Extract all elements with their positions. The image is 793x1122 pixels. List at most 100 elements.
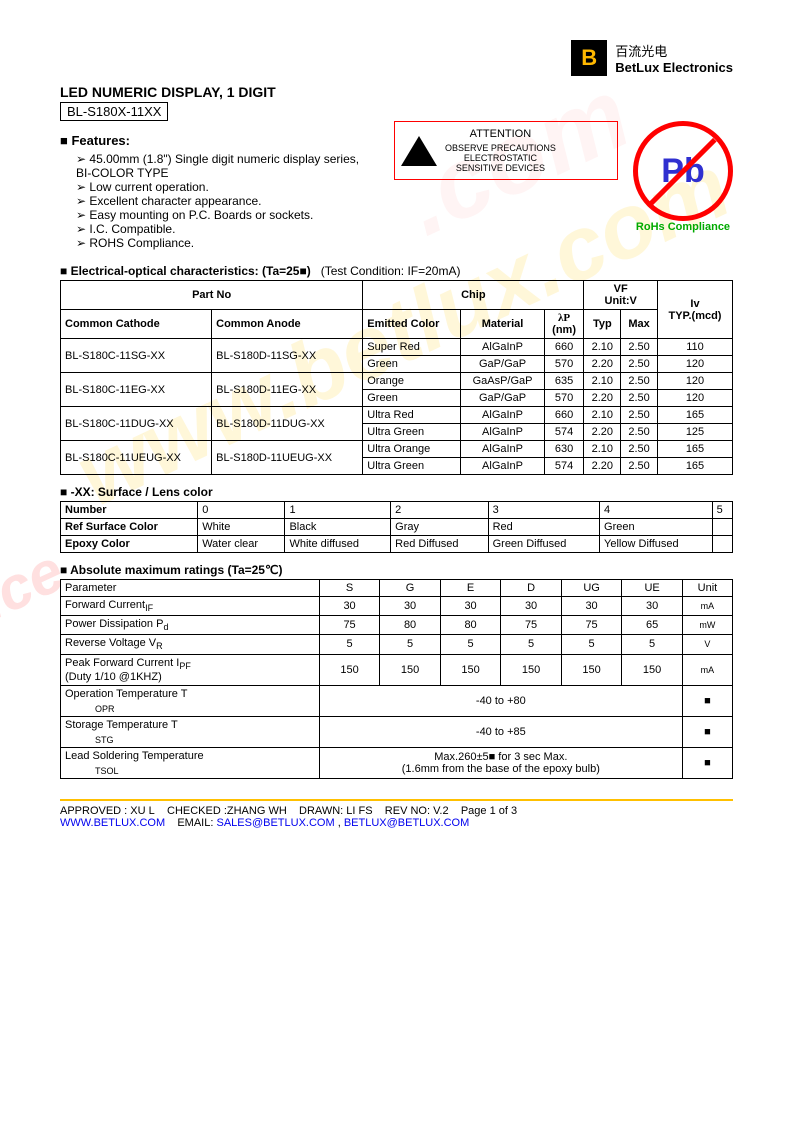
cell: 2.50	[621, 407, 658, 424]
th: Number	[61, 502, 198, 519]
cell: 30	[561, 597, 622, 616]
cell: Max.260±5■ for 3 sec Max.(1.6mm from the…	[319, 748, 682, 779]
email-link[interactable]: BETLUX@BETLUX.COM	[344, 817, 469, 829]
cell: 2.10	[584, 373, 621, 390]
th: Material	[461, 310, 544, 339]
th: Typ	[584, 310, 621, 339]
feature-item: ROHS Compliance.	[76, 236, 374, 250]
rohs-badge: Pb	[633, 121, 733, 221]
cell: 125	[657, 424, 732, 441]
cell: 110	[657, 339, 732, 356]
feature-item: Excellent character appearance.	[76, 194, 374, 208]
page-title: LED NUMERIC DISPLAY, 1 DIGIT	[60, 84, 733, 100]
esd-triangle-icon	[401, 136, 437, 166]
cell: 65	[622, 616, 683, 635]
cell: 2.50	[621, 441, 658, 458]
cell: 2.50	[621, 356, 658, 373]
cell: 660	[544, 407, 584, 424]
esd-warning: ATTENTION OBSERVE PRECAUTIONS ELECTROSTA…	[394, 121, 618, 180]
cell: 30	[319, 597, 380, 616]
cell: AlGaInP	[461, 424, 544, 441]
th: Chip	[363, 281, 584, 310]
cell: 30	[622, 597, 683, 616]
cell: 635	[544, 373, 584, 390]
cell: 165	[657, 407, 732, 424]
cell: ■	[682, 716, 732, 747]
cell: Ultra Green	[363, 458, 461, 475]
cell: 574	[544, 424, 584, 441]
cell: 30	[501, 597, 562, 616]
cell: 660	[544, 339, 584, 356]
esd-line: SENSITIVE DEVICES	[445, 163, 556, 173]
cell: 120	[657, 373, 732, 390]
cell: 2.20	[584, 390, 621, 407]
footer: APPROVED : XU L CHECKED :ZHANG WH DRAWN:…	[60, 799, 733, 829]
cell: Peak Forward Current IPF(Duty 1/10 @1KHZ…	[61, 654, 320, 685]
cell: Lead Soldering TemperatureTSOL	[61, 748, 320, 779]
features-list: 45.00mm (1.8") Single digit numeric disp…	[60, 152, 374, 250]
th: Unit	[682, 580, 732, 597]
th: Max	[621, 310, 658, 339]
cell: 150	[319, 654, 380, 685]
cell: 2.50	[621, 373, 658, 390]
cell: 30	[380, 597, 441, 616]
cell: Ultra Red	[363, 407, 461, 424]
cell: 165	[657, 458, 732, 475]
th: Ref Surface Color	[61, 519, 198, 536]
cell: 2.10	[584, 339, 621, 356]
cell: Power Dissipation Pd	[61, 616, 320, 635]
company-name-en: BetLux Electronics	[615, 60, 733, 75]
th: Part No	[61, 281, 363, 310]
cell: 570	[544, 356, 584, 373]
cell: 570	[544, 390, 584, 407]
th: Common Anode	[212, 310, 363, 339]
rohs-label: RoHs Compliance	[633, 221, 733, 233]
cell: BL-S180D-11DUG-XX	[212, 407, 363, 441]
cell: BL-S180D-11EG-XX	[212, 373, 363, 407]
cell: ■	[682, 748, 732, 779]
cell: GaAsP/GaP	[461, 373, 544, 390]
electrical-table: Part No Chip VFUnit:V IvTYP.(mcd) Common…	[60, 280, 733, 475]
th: λP	[558, 312, 570, 324]
header: B 百流光电 BetLux Electronics	[60, 40, 733, 76]
cell: 80	[380, 616, 441, 635]
th: Epoxy Color	[61, 536, 198, 553]
rev: REV NO: V.2	[385, 805, 449, 817]
cell: 150	[501, 654, 562, 685]
cell: AlGaInP	[461, 441, 544, 458]
cell: 2.50	[621, 424, 658, 441]
cell: AlGaInP	[461, 458, 544, 475]
cell: Super Red	[363, 339, 461, 356]
cell: mA	[682, 597, 732, 616]
cell: 75	[319, 616, 380, 635]
cell: GaP/GaP	[461, 390, 544, 407]
email-link[interactable]: SALES@BETLUX.COM	[216, 817, 334, 829]
cell: -40 to +85	[319, 716, 682, 747]
website-link[interactable]: WWW.BETLUX.COM	[60, 817, 165, 829]
cell: 150	[440, 654, 501, 685]
ratings-table: Parameter SGEDUGUE Unit Forward CurrentI…	[60, 579, 733, 779]
cell: 150	[380, 654, 441, 685]
cell: AlGaInP	[461, 339, 544, 356]
cell: Forward CurrentIF	[61, 597, 320, 616]
cell: BL-S180D-11SG-XX	[212, 339, 363, 373]
cell: 5	[622, 635, 683, 654]
company-name-cn: 百流光电	[615, 41, 733, 60]
cell: GaP/GaP	[461, 356, 544, 373]
cell: AlGaInP	[461, 407, 544, 424]
cell: 75	[561, 616, 622, 635]
th: TYP.(mcd)	[669, 310, 722, 322]
esd-line: OBSERVE PRECAUTIONS	[445, 143, 556, 153]
lens-color-table: Number012345 Ref Surface ColorWhiteBlack…	[60, 501, 733, 553]
cell: 2.20	[584, 356, 621, 373]
table3-title: Absolute maximum ratings (Ta=25℃)	[70, 563, 282, 577]
feature-item: Easy mounting on P.C. Boards or sockets.	[76, 208, 374, 222]
cell: 75	[501, 616, 562, 635]
cell: V	[682, 635, 732, 654]
table2-title: -XX: Surface / Lens color	[71, 485, 213, 499]
th: Parameter	[61, 580, 320, 597]
cell: Green	[363, 356, 461, 373]
email-label: EMAIL:	[177, 817, 213, 829]
esd-line: ELECTROSTATIC	[445, 153, 556, 163]
cell: BL-S180D-11UEUG-XX	[212, 441, 363, 475]
